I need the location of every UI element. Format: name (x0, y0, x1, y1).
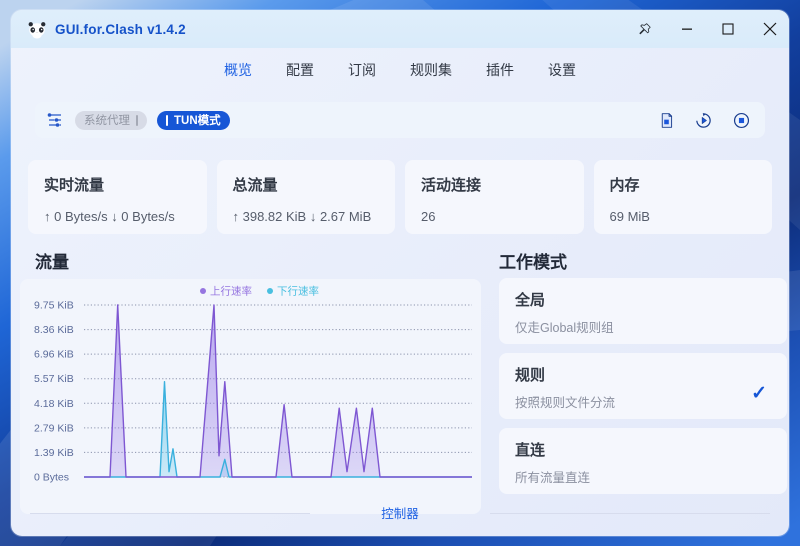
svg-text:5.57 KiB: 5.57 KiB (34, 373, 74, 385)
svg-text:6.96 KiB: 6.96 KiB (34, 349, 74, 361)
svg-text:2.79 KiB: 2.79 KiB (34, 422, 74, 434)
svg-text:下行速率: 下行速率 (277, 285, 319, 298)
svg-text:0 Bytes: 0 Bytes (34, 472, 69, 484)
svg-text:1.39 KiB: 1.39 KiB (34, 447, 74, 459)
svg-text:上行速率: 上行速率 (210, 285, 252, 298)
svg-text:8.36 KiB: 8.36 KiB (34, 324, 74, 336)
svg-text:4.18 KiB: 4.18 KiB (34, 398, 74, 410)
svg-text:9.75 KiB: 9.75 KiB (34, 300, 74, 312)
